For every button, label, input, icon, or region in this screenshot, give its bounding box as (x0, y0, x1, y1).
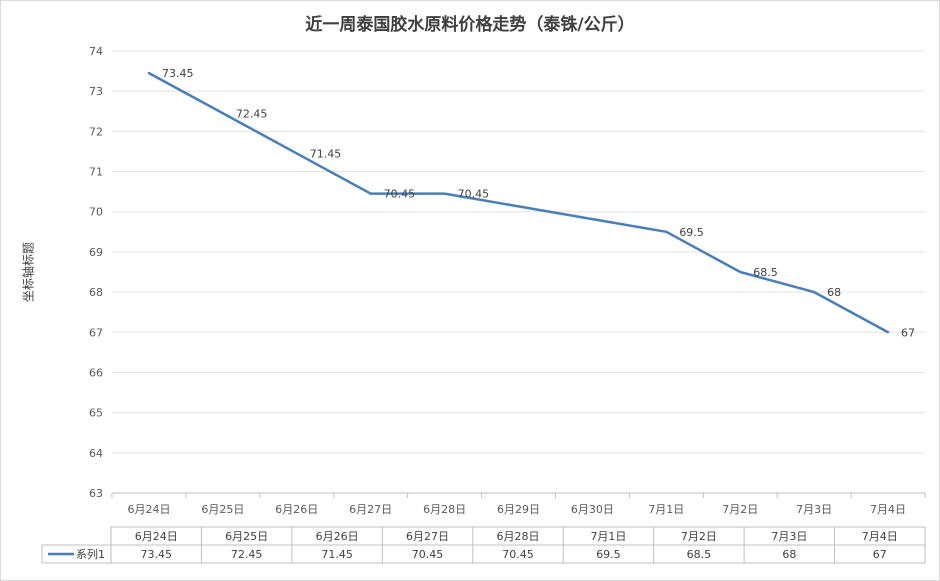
table-column-header: 6月24日 (135, 530, 178, 543)
data-label: 73.45 (162, 67, 194, 80)
y-tick-label: 70 (89, 206, 103, 219)
x-tick-label: 6月29日 (497, 503, 540, 516)
table-cell: 68 (782, 548, 796, 561)
table-column-header: 7月2日 (681, 530, 717, 543)
x-tick-label: 6月28日 (423, 503, 466, 516)
y-tick-label: 64 (89, 447, 103, 460)
legend-label: 系列1 (76, 547, 105, 561)
y-tick-label: 73 (89, 85, 103, 98)
data-label: 70.45 (458, 188, 490, 201)
x-tick-label: 6月25日 (201, 503, 244, 516)
data-point (886, 331, 890, 334)
x-tick-label: 6月27日 (349, 503, 392, 516)
y-tick-label: 74 (89, 45, 103, 58)
table-column-header: 7月3日 (771, 530, 807, 543)
table-cell: 67 (873, 548, 887, 561)
table-column-header: 6月27日 (406, 530, 449, 543)
table-cell: 70.45 (412, 548, 444, 561)
data-label: 71.45 (310, 147, 342, 160)
table-column-header: 7月4日 (862, 530, 898, 543)
data-label: 67 (901, 326, 915, 339)
y-tick-label: 65 (89, 407, 103, 420)
table-column-header: 6月25日 (225, 530, 268, 543)
x-tick-label: 6月24日 (127, 503, 170, 516)
table-cell: 68.5 (687, 548, 712, 561)
data-point (812, 290, 816, 294)
x-tick-label: 7月3日 (796, 503, 832, 516)
data-point (147, 71, 151, 75)
y-tick-label: 63 (89, 487, 103, 500)
data-point (369, 192, 372, 195)
x-tick-label: 7月2日 (722, 503, 758, 516)
x-tick-label: 7月1日 (648, 503, 684, 516)
y-tick-label: 71 (89, 166, 103, 179)
table-cell: 71.45 (321, 548, 353, 561)
table-column-header: 6月26日 (316, 530, 359, 543)
data-label: 69.5 (679, 226, 704, 239)
y-tick-label: 69 (89, 246, 103, 259)
x-tick-label: 6月26日 (275, 503, 318, 516)
y-tick-label: 72 (89, 125, 103, 138)
table-column-header: 7月1日 (590, 530, 626, 543)
table-cell: 73.45 (140, 548, 172, 561)
chart-title: 近一周泰国胶水原料价格走势（泰铢/公斤） (305, 15, 635, 35)
table-cell: 72.45 (231, 548, 263, 561)
data-label: 70.45 (384, 188, 416, 201)
data-point (221, 112, 225, 115)
data-label: 72.45 (236, 107, 268, 120)
table-cell: 69.5 (596, 548, 621, 561)
data-point (443, 192, 446, 195)
y-tick-label: 67 (89, 326, 103, 339)
table-cell: 70.45 (502, 548, 534, 561)
data-point (739, 270, 742, 274)
x-tick-label: 7月4日 (870, 503, 906, 516)
y-tick-label: 66 (89, 366, 103, 379)
y-tick-label: 68 (89, 286, 103, 299)
table-column-header: 6月28日 (497, 530, 540, 543)
data-label: 68 (827, 286, 841, 299)
data-point (665, 230, 668, 234)
data-point (295, 152, 298, 155)
data-label: 68.5 (753, 266, 778, 279)
x-tick-label: 6月30日 (571, 503, 614, 516)
